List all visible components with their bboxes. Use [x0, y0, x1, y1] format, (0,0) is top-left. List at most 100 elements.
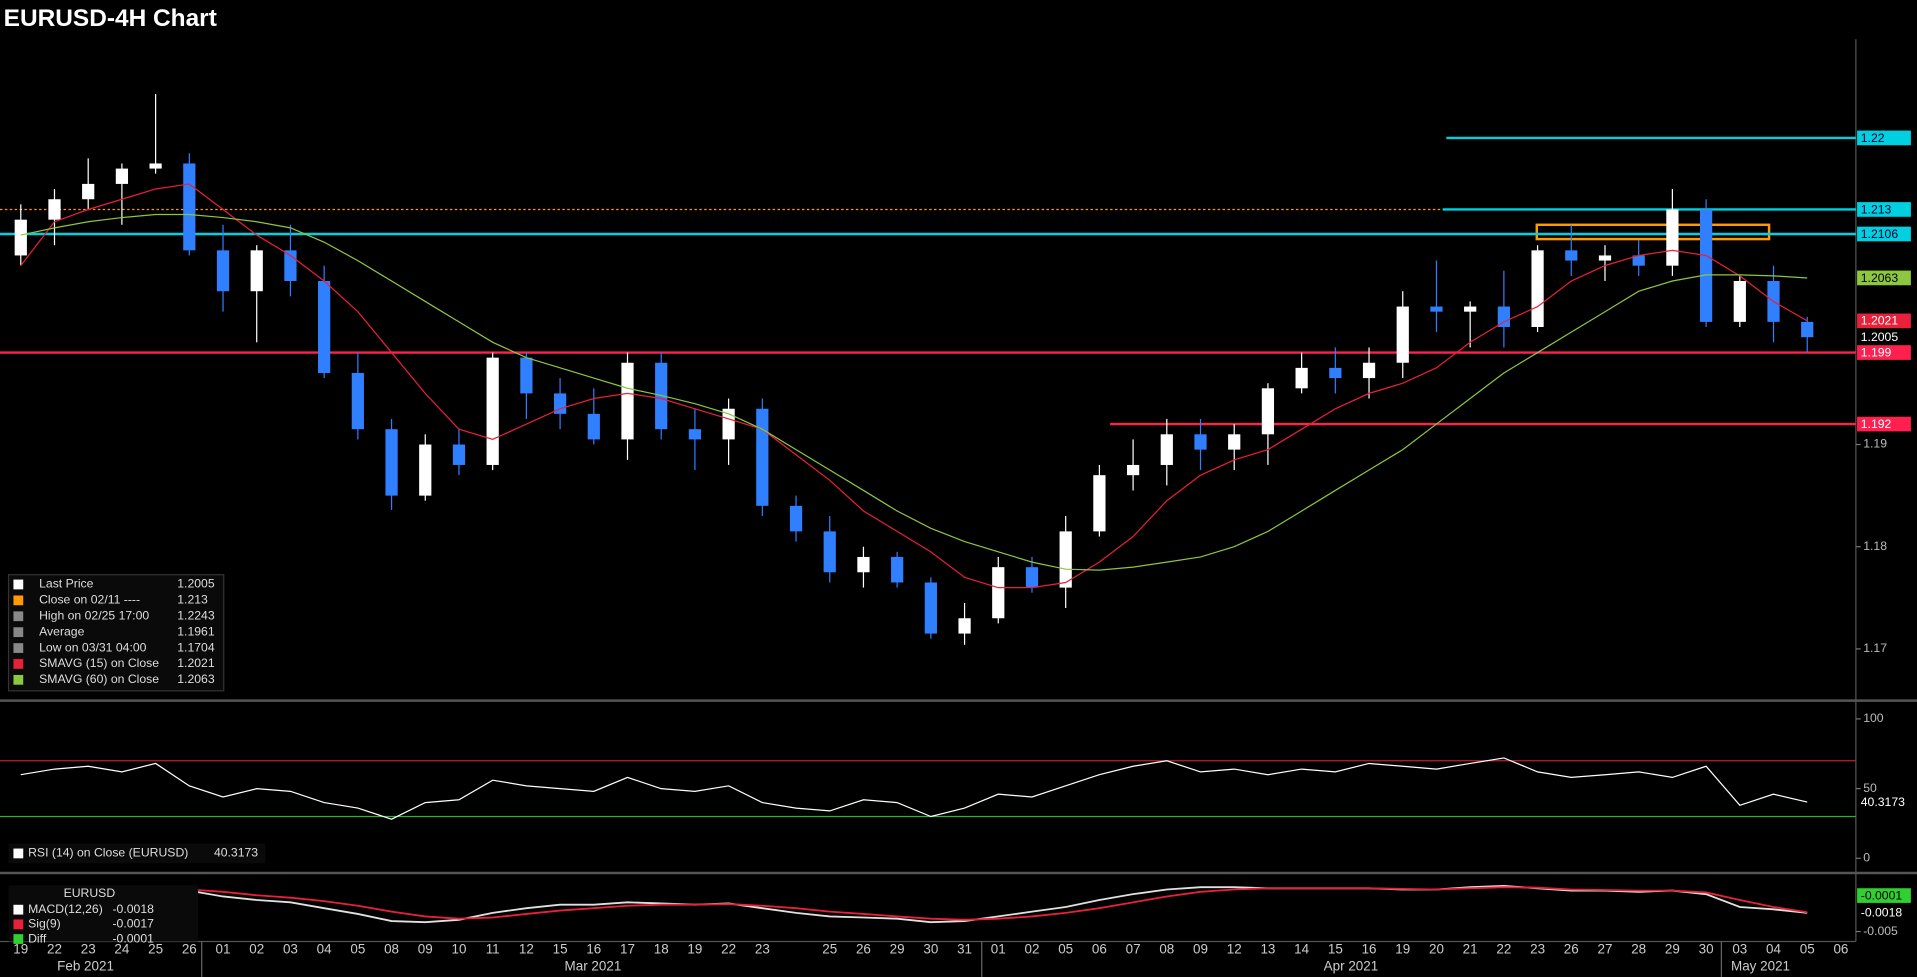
- candle-body: [1093, 475, 1106, 532]
- legend-swatch: [13, 611, 24, 622]
- y-tick-label: 50: [1863, 781, 1877, 795]
- candle-body: [1464, 306, 1477, 312]
- legend-label: Low on 03/31 04:00: [39, 640, 147, 654]
- x-tick-label: 10: [451, 942, 466, 957]
- y-tick-label: 1.18: [1863, 539, 1887, 553]
- candle-body: [958, 618, 971, 634]
- price-tag: [1857, 313, 1911, 329]
- legend-swatch: [13, 627, 24, 638]
- legend-value: -0.0001: [112, 931, 154, 945]
- candle-body: [1228, 434, 1241, 450]
- price-tag: [1857, 270, 1911, 286]
- y-tick-label: 100: [1863, 711, 1884, 725]
- x-tick-label: 11: [486, 942, 500, 957]
- x-tick-label: 22: [1496, 942, 1511, 957]
- y-tick-label: 1.17: [1863, 641, 1887, 655]
- x-tick-label: 20: [1429, 942, 1444, 957]
- price-tag-label: -0.0001: [1861, 888, 1903, 902]
- price-tag-label: 1.192: [1861, 417, 1892, 431]
- legend-label: Last Price: [39, 577, 94, 591]
- legend-label: MACD(12,26): [28, 902, 103, 916]
- x-tick-label: 23: [755, 942, 770, 957]
- price-tag: [1857, 905, 1911, 921]
- price-tag: [1857, 794, 1911, 810]
- candle-body: [553, 393, 567, 414]
- candle-body: [419, 444, 432, 496]
- x-tick-label: 22: [47, 942, 62, 957]
- x-tick-label: 13: [1260, 942, 1275, 957]
- x-tick-label: 17: [620, 942, 635, 957]
- x-tick-label: 23: [81, 942, 96, 957]
- x-tick-label: 09: [418, 942, 433, 957]
- x-tick-label: 05: [350, 942, 365, 957]
- x-tick-label: 23: [1530, 942, 1545, 957]
- legend-swatch: [13, 674, 24, 685]
- legend-value: -0.0017: [112, 917, 154, 931]
- legend-label: SMAVG (15) on Close: [39, 656, 159, 670]
- legend-swatch: [13, 934, 24, 944]
- x-tick-label: 16: [1362, 942, 1377, 957]
- x-tick-label: 22: [721, 942, 736, 957]
- x-tick-label: 07: [1126, 942, 1141, 957]
- legend-label: High on 02/25 17:00: [39, 608, 149, 622]
- x-tick-label: 02: [1025, 942, 1040, 957]
- y-tick-label: 0: [1863, 851, 1870, 865]
- x-tick-label: 15: [1328, 942, 1343, 957]
- price-tag-label: -0.0018: [1861, 906, 1903, 920]
- candle-body: [992, 567, 1005, 619]
- price-tag-label: 40.3173: [1861, 795, 1905, 809]
- x-tick-label: 21: [1463, 942, 1478, 957]
- month-label: Mar 2021: [565, 959, 622, 974]
- candle-body: [48, 199, 61, 220]
- x-tick-label: 28: [1631, 942, 1646, 957]
- y-tick-label: -0.005: [1863, 924, 1898, 938]
- legend-swatch: [13, 848, 24, 859]
- candle-body: [14, 219, 27, 256]
- x-tick-label: 05: [1800, 942, 1815, 957]
- price-tag-label: 1.22: [1861, 131, 1885, 145]
- candle-body: [1497, 306, 1510, 327]
- x-tick-label: 15: [553, 942, 568, 957]
- x-tick-label: 01: [991, 942, 1006, 957]
- x-tick-label: 01: [216, 942, 231, 957]
- price-tag: [1857, 130, 1911, 146]
- candle-body: [1362, 362, 1376, 379]
- x-tick-label: 29: [890, 942, 905, 957]
- x-tick-label: 25: [822, 942, 837, 957]
- rsi-line: [20, 757, 1808, 820]
- x-tick-label: 06: [1833, 942, 1848, 957]
- candle-body: [183, 163, 196, 251]
- legend-swatch: [13, 579, 24, 590]
- candle-body: [385, 429, 398, 496]
- legend-value: 1.213: [177, 593, 208, 607]
- x-tick-label: 03: [1732, 942, 1747, 957]
- candle-body: [216, 250, 230, 292]
- legend-label: Close on 02/11 ----: [39, 593, 140, 607]
- price-tag-label: 1.199: [1861, 345, 1892, 359]
- candle-body: [1801, 321, 1814, 338]
- price-tag-label: 1.2063: [1861, 271, 1899, 285]
- candle-body: [823, 531, 836, 573]
- price-tag: [1857, 329, 1911, 345]
- legend-box: [7, 574, 225, 692]
- price-tag: [1857, 888, 1911, 903]
- legend-swatch: [13, 643, 24, 653]
- x-tick-label: 26: [856, 942, 871, 957]
- legend-swatch: [13, 919, 24, 930]
- x-tick-label: 03: [283, 942, 298, 957]
- macd-line: [20, 886, 1808, 921]
- candle-body: [621, 362, 634, 440]
- price-tag: [1857, 416, 1911, 432]
- legend-value: 40.3173: [214, 846, 258, 860]
- legend-label: RSI (14) on Close (EURUSD): [28, 846, 188, 860]
- legend-swatch: [13, 904, 24, 915]
- month-label: May 2021: [1731, 959, 1790, 974]
- legend-value: 1.2005: [177, 577, 215, 591]
- candle-body: [1329, 367, 1342, 379]
- x-tick-label: 30: [1699, 942, 1714, 957]
- candle-body: [1733, 280, 1746, 322]
- candle-body: [1598, 255, 1612, 261]
- legend-value: 1.2021: [177, 656, 215, 670]
- legend-label: Sig(9): [28, 917, 61, 931]
